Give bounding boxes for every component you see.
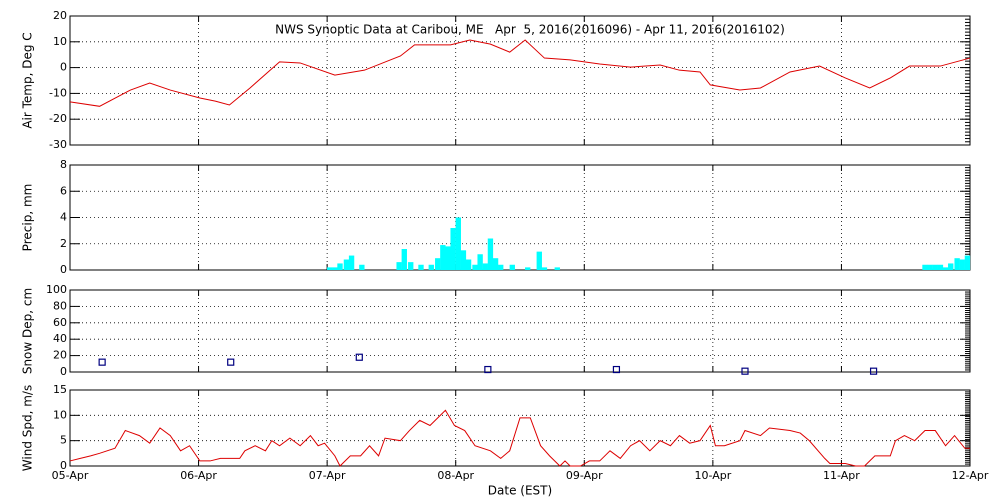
bar bbox=[948, 263, 954, 270]
y-tick-label: 60 bbox=[53, 316, 67, 329]
bar bbox=[959, 259, 965, 270]
y-tick-label: 0 bbox=[60, 61, 67, 74]
x-tick-label: 07-Apr bbox=[309, 469, 346, 482]
bar bbox=[418, 264, 424, 270]
bar bbox=[460, 250, 467, 270]
x-tick-label: 11-Apr bbox=[823, 469, 860, 482]
bar bbox=[396, 262, 402, 270]
y-tick-label: 8 bbox=[60, 158, 67, 171]
plot-frame bbox=[69, 164, 971, 271]
point bbox=[741, 367, 749, 375]
point bbox=[355, 353, 363, 361]
bar bbox=[492, 258, 499, 270]
y-tick-label: -20 bbox=[49, 112, 67, 125]
point bbox=[98, 358, 106, 366]
y-tick-label: -10 bbox=[49, 86, 67, 99]
point bbox=[612, 365, 621, 374]
y-axis-label: Snow Dep, cm bbox=[21, 288, 35, 374]
y-tick-label: 2 bbox=[60, 237, 67, 250]
bar bbox=[455, 217, 461, 270]
bar bbox=[465, 259, 472, 270]
bar bbox=[428, 264, 434, 270]
y-tick-label: 6 bbox=[60, 184, 67, 197]
bar bbox=[498, 264, 504, 270]
y-tick-label: 0 bbox=[60, 459, 67, 472]
y-tick-label: 100 bbox=[46, 283, 67, 296]
bar bbox=[927, 264, 933, 270]
line bbox=[69, 409, 970, 467]
bar bbox=[327, 267, 333, 270]
bar bbox=[401, 249, 407, 270]
bar bbox=[343, 259, 350, 270]
bar bbox=[482, 263, 488, 270]
point bbox=[869, 367, 878, 375]
y-axis-label: Wind Spd, m/s bbox=[21, 385, 35, 471]
bar bbox=[937, 264, 944, 270]
bar bbox=[554, 267, 560, 270]
y-tick-label: 15 bbox=[53, 383, 67, 396]
bar bbox=[359, 264, 365, 270]
bar bbox=[435, 258, 441, 270]
plot-frame bbox=[69, 289, 971, 373]
y-tick-label: 10 bbox=[53, 408, 67, 421]
bar bbox=[525, 267, 531, 270]
y-tick-label: 0 bbox=[60, 365, 67, 378]
bar bbox=[922, 264, 928, 270]
bar bbox=[445, 246, 451, 270]
bar bbox=[348, 255, 355, 270]
x-tick-label: 09-Apr bbox=[566, 469, 603, 482]
bar bbox=[332, 267, 338, 270]
bar bbox=[541, 267, 548, 270]
y-axis-label: Precip, mm bbox=[21, 184, 35, 252]
y-tick-label: 20 bbox=[53, 349, 67, 362]
bar bbox=[472, 264, 478, 270]
chart-title: NWS Synoptic Data at Caribou, ME Apr 5, … bbox=[275, 23, 785, 37]
y-tick-label: 10 bbox=[53, 35, 67, 48]
y-tick-label: -30 bbox=[49, 138, 67, 151]
x-tick-label: 10-Apr bbox=[694, 469, 731, 482]
y-tick-label: 0 bbox=[60, 263, 67, 276]
bar bbox=[477, 254, 483, 270]
bar bbox=[932, 264, 938, 270]
plot-frame bbox=[69, 15, 971, 146]
bar bbox=[536, 251, 542, 270]
bar bbox=[408, 262, 414, 270]
y-tick-label: 40 bbox=[53, 332, 67, 345]
point bbox=[484, 365, 492, 374]
y-tick-label: 80 bbox=[53, 299, 67, 312]
line bbox=[69, 39, 971, 107]
x-tick-label: 08-Apr bbox=[437, 469, 474, 482]
y-tick-label: 5 bbox=[60, 434, 67, 447]
bar bbox=[964, 255, 971, 270]
x-tick-label: 05-Apr bbox=[52, 469, 89, 482]
bar bbox=[954, 258, 960, 270]
y-axis-label: Air Temp, Deg C bbox=[21, 32, 35, 128]
bar bbox=[337, 263, 343, 270]
x-axis-label: Date (EST) bbox=[488, 484, 552, 498]
bar bbox=[942, 267, 949, 270]
bar bbox=[440, 245, 446, 270]
y-tick-label: 4 bbox=[60, 211, 67, 224]
bar bbox=[487, 238, 494, 270]
bar bbox=[509, 264, 515, 270]
x-tick-label: 06-Apr bbox=[180, 469, 217, 482]
x-tick-label: 12-Apr bbox=[952, 469, 989, 482]
bar bbox=[450, 228, 456, 270]
plot-frame bbox=[69, 389, 971, 467]
point bbox=[227, 358, 235, 366]
y-tick-label: 20 bbox=[53, 9, 67, 22]
